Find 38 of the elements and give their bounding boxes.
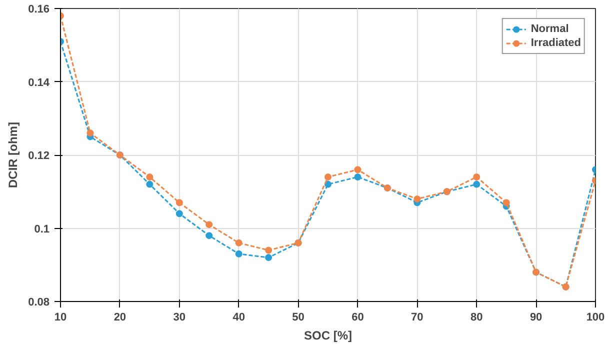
x-tick-label: 80: [470, 312, 483, 324]
y-axis-title: DCIR [ohm]: [6, 122, 20, 188]
point: [265, 254, 272, 262]
x-tick-label: 50: [292, 312, 304, 324]
point: [473, 173, 480, 180]
y-tick-label: 0.14: [28, 76, 50, 89]
y-tick-label: 0.08: [28, 296, 50, 308]
x-tick-label: 60: [352, 312, 364, 324]
point: [354, 166, 362, 174]
x-tick-label: 10: [54, 312, 67, 324]
x-tick-label: 40: [232, 312, 245, 324]
point: [86, 130, 94, 137]
x-tick-label: 70: [411, 312, 424, 324]
x-tick-label: 100: [586, 312, 605, 324]
x-tick-label: 20: [114, 312, 126, 324]
legend-label: Irradiated: [530, 36, 581, 50]
point: [146, 180, 154, 188]
point: [502, 199, 510, 206]
y-tick-label: 0.1: [34, 223, 50, 236]
y-tick-label: 0.12: [28, 150, 50, 162]
y-tick-label: 0.16: [28, 4, 50, 16]
point: [146, 173, 154, 180]
point: [473, 180, 480, 188]
point: [324, 180, 332, 188]
x-axis-title: SOC [%]: [304, 328, 352, 342]
x-tick-label: 30: [173, 312, 186, 324]
point: [235, 239, 242, 246]
point: [265, 246, 272, 254]
legend-label: Normal: [530, 22, 569, 36]
point: [414, 195, 421, 202]
point: [324, 173, 332, 180]
point: [354, 173, 362, 180]
point: [206, 232, 213, 240]
point: [235, 250, 242, 258]
point: [176, 210, 183, 218]
x-tick-label: 90: [530, 312, 542, 324]
point: [206, 221, 213, 228]
point: [176, 199, 183, 206]
